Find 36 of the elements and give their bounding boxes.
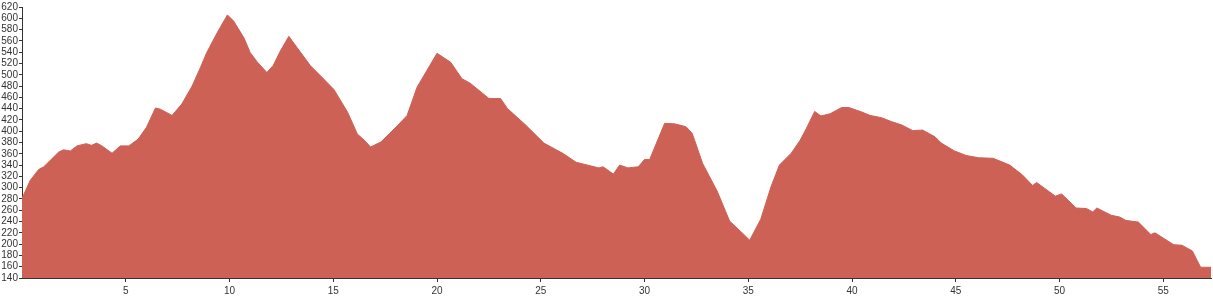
x-tick-label: 30 bbox=[638, 284, 651, 296]
y-tick-label: 580 bbox=[1, 23, 19, 35]
y-tick-label: 500 bbox=[1, 68, 19, 80]
y-tick-label: 180 bbox=[1, 249, 19, 261]
x-tick-label: 15 bbox=[327, 284, 340, 296]
y-tick-label: 620 bbox=[1, 0, 19, 12]
y-tick-label: 260 bbox=[1, 204, 19, 215]
y-tick-label: 560 bbox=[1, 34, 19, 46]
y-tick-label: 280 bbox=[1, 192, 19, 204]
y-tick-label: 480 bbox=[1, 79, 19, 91]
y-tick-label: 320 bbox=[1, 170, 19, 182]
y-tick-label: 240 bbox=[1, 215, 19, 227]
y-tick-label: 380 bbox=[1, 136, 19, 148]
y-tick-label: 300 bbox=[1, 181, 19, 193]
y-tick-label: 520 bbox=[1, 57, 19, 69]
y-tick-label: 400 bbox=[1, 124, 19, 136]
y-tick-label: 420 bbox=[1, 113, 19, 125]
x-tick-label: 40 bbox=[846, 284, 859, 296]
y-tick-label: 540 bbox=[1, 45, 19, 57]
y-tick-label: 160 bbox=[1, 260, 19, 272]
y-tick-label: 200 bbox=[1, 237, 19, 249]
x-tick-label: 35 bbox=[742, 284, 755, 296]
x-tick-label: 10 bbox=[223, 284, 236, 296]
y-tick-label: 140 bbox=[1, 271, 19, 283]
y-tick-label: 360 bbox=[1, 147, 19, 159]
y-tick-label: 440 bbox=[1, 102, 19, 114]
x-tick-label: 20 bbox=[431, 284, 444, 296]
x-tick-label: 55 bbox=[1157, 284, 1170, 296]
x-tick-label: 50 bbox=[1053, 284, 1066, 296]
y-tick-label: 220 bbox=[1, 226, 19, 238]
y-tick-label: 600 bbox=[1, 12, 19, 24]
y-tick-label: 340 bbox=[1, 158, 19, 170]
x-tick-label: 5 bbox=[122, 284, 129, 296]
y-tick-label: 460 bbox=[1, 91, 19, 103]
x-tick-label: 45 bbox=[950, 284, 962, 296]
x-tick-label: 25 bbox=[535, 284, 547, 296]
